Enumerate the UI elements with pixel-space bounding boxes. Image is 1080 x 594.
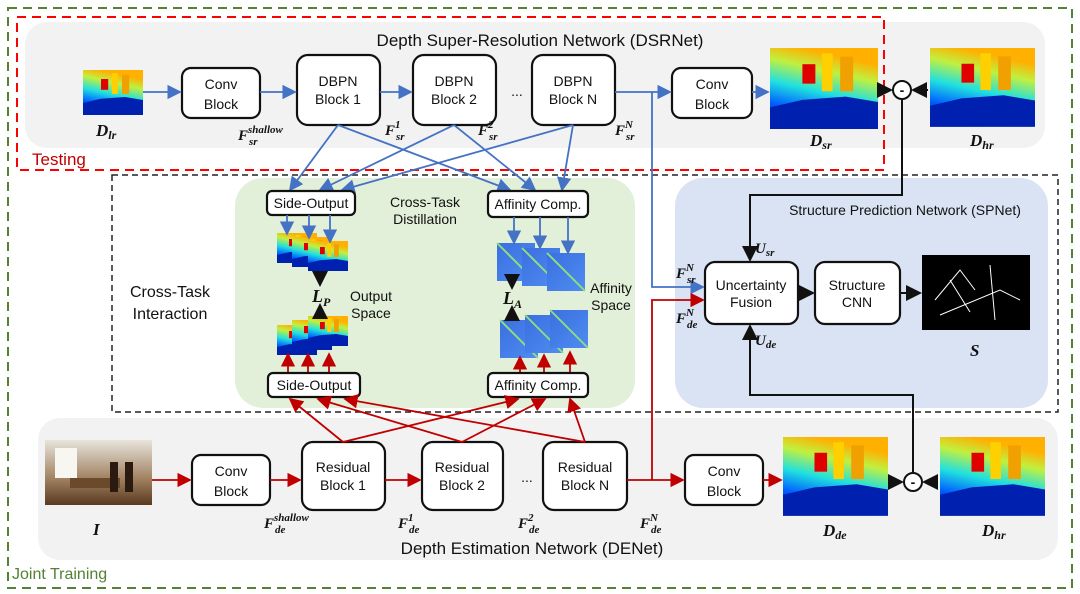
side-output-de [266,371,362,399]
side-output-sr [265,189,357,217]
loss-p: LP [311,286,331,309]
dbpn-block-n-label: DBPN Block N [549,73,597,107]
sr-feature-labels: Fshallow sr F1 sr F2 sr FN sr [237,119,635,148]
dbpn-block-2 [411,53,498,127]
rgb-input-image [45,440,152,505]
dbpn-block-n [530,53,617,127]
uncertainty-arrows [742,82,938,490]
residual-block-1 [300,440,387,512]
side-output-de-label: Side-Output [277,377,352,393]
hr-depth-image-top [930,48,1035,127]
residual-block-1-label: Residual Block 1 [316,459,370,493]
side-output-sr-label: Side-Output [274,195,349,211]
affinity-space-label: Affinity Space [590,280,632,313]
f-de-n-label: FN de [675,307,698,331]
loss-a: LA [502,288,522,311]
affinity-comp-sr [486,189,590,219]
cross-task-interaction-frame [111,174,1059,413]
dbpn-block-1 [295,53,382,127]
structure-cnn [813,260,902,326]
u-de-label: Ude [755,333,776,351]
affinity-comp-sr-label: Affinity Comp. [495,196,582,212]
f-sr-n-label: FN sr [675,262,696,286]
sr-conv-block-2 [670,66,754,120]
dlr-label: Dlr [95,121,117,142]
dde-label: Dde [822,521,847,542]
sr-ellipsis: ... [511,83,523,99]
spnet-title: Structure Prediction Network (SPNet) [789,202,1021,218]
lr-depth-image [83,70,143,115]
sr-arrows [143,84,770,295]
de-ellipsis: ... [521,469,533,485]
sr-conv-block-1-label: Conv Block [204,76,239,112]
cross-task-interaction-label: Cross-Task Interaction [130,284,211,323]
residual-block-n-label: Residual Block N [558,459,612,493]
de-conv-block-2-label: Conv Block [707,463,742,499]
minus-operator-bottom [903,472,923,492]
residual-block-2-label: Residual Block 2 [435,459,489,493]
distill-inner-arrows [279,215,578,372]
dsr-label: Dsr [809,131,832,152]
residual-block-n [541,440,629,512]
minus-sign-top: - [900,82,905,98]
de-feature-labels: Fshallow de F1 de F2 de FN de [263,512,662,536]
dsrnet-title: Depth Super-Resolution Network (DSRNet) [377,31,704,50]
de-conv-block-1-label: Conv Block [214,463,249,499]
structure-map-image [922,255,1030,330]
residual-block-2 [420,440,505,512]
joint-training-label: Joint Training [12,566,107,583]
hr-depth-image-bottom [940,437,1045,516]
dbpn-block-2-label: DBPN Block 2 [431,73,477,107]
u-sr-label: Usr [755,241,775,259]
s-label: S [970,341,979,360]
sr-depth-image [770,48,878,129]
distillation-title: Cross-Task Distillation [390,194,461,227]
output-space-label: Output Space [350,288,392,321]
affinity-comp-de-label: Affinity Comp. [495,377,582,393]
de-depth-image [783,437,888,516]
joint-training-frame [7,7,1073,589]
minus-sign-bottom: - [911,474,916,490]
dbpn-block-1-label: DBPN Block 1 [315,73,361,107]
testing-label: Testing [32,150,86,169]
denet-title: Depth Estimation Network (DENet) [401,539,664,558]
sr-conv-block-2-label: Conv Block [695,76,730,112]
dhr-label-top: Dhr [969,131,994,152]
sr-conv-block-1 [180,66,262,120]
structure-cnn-label: Structure CNN [829,277,886,310]
affinity-comp-de [486,371,590,399]
uncertainty-fusion [703,260,800,326]
dhr-label-bottom: Dhr [981,521,1006,542]
uncertainty-fusion-label: Uncertainty Fusion [716,277,787,310]
i-label: I [92,520,101,539]
de-arrows [152,292,783,488]
